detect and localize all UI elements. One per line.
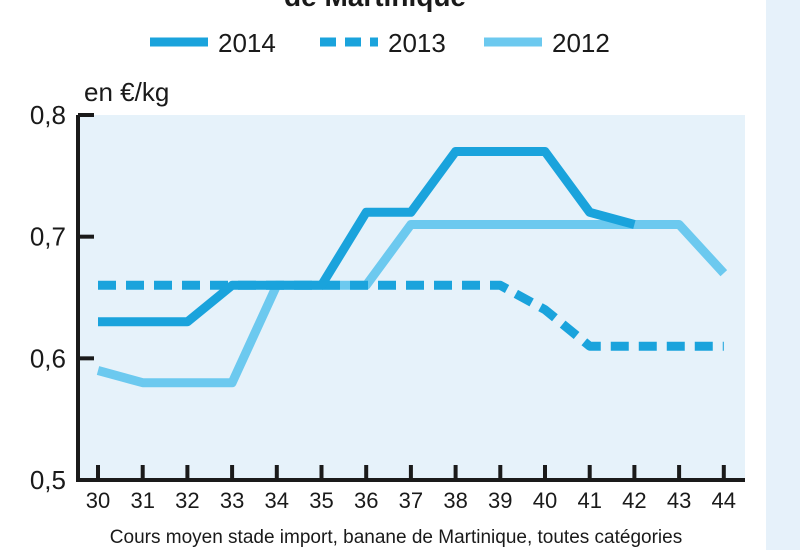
legend-label-2014: 2014 (218, 28, 276, 58)
x-tick-label: 37 (399, 488, 423, 513)
x-tick-label: 32 (175, 488, 199, 513)
x-axis-caption: Cours moyen stade import, banane de Mart… (110, 527, 682, 548)
x-tick-label: 33 (220, 488, 244, 513)
x-tick-label: 42 (622, 488, 646, 513)
legend-label-2012: 2012 (552, 28, 610, 58)
x-tick-label: 44 (712, 488, 736, 513)
x-tick-label: 35 (309, 488, 333, 513)
x-tick-label: 43 (667, 488, 691, 513)
y-unit-label: en €/kg (84, 77, 169, 107)
x-tick-label: 41 (577, 488, 601, 513)
y-tick-label: 0,8 (30, 100, 66, 130)
x-tick-label: 31 (130, 488, 154, 513)
y-tick-label: 0,5 (30, 465, 66, 495)
legend-label-2013: 2013 (388, 28, 446, 58)
axes: 0,5 0,6 0,7 0,8 30 31 32 33 34 35 36 37 38 39 40 41 42 43… (30, 100, 745, 513)
x-tick-label: 30 (86, 488, 110, 513)
x-tick-label: 36 (354, 488, 378, 513)
series-line-2014 (98, 147, 636, 327)
legend: 2014 2013 2012 (150, 28, 610, 58)
x-tick-label: 34 (265, 488, 289, 513)
chart-title: de Martinique (284, 0, 466, 12)
x-tick-label: 40 (533, 488, 557, 513)
series-layer (96, 147, 728, 388)
x-tick-label: 38 (443, 488, 467, 513)
x-tick-label: 39 (488, 488, 512, 513)
series-line-2013 (98, 280, 724, 351)
y-tick-label: 0,7 (30, 222, 66, 252)
plot-background (78, 115, 745, 480)
side-band (766, 0, 800, 550)
y-tick-label: 0,6 (30, 343, 66, 373)
